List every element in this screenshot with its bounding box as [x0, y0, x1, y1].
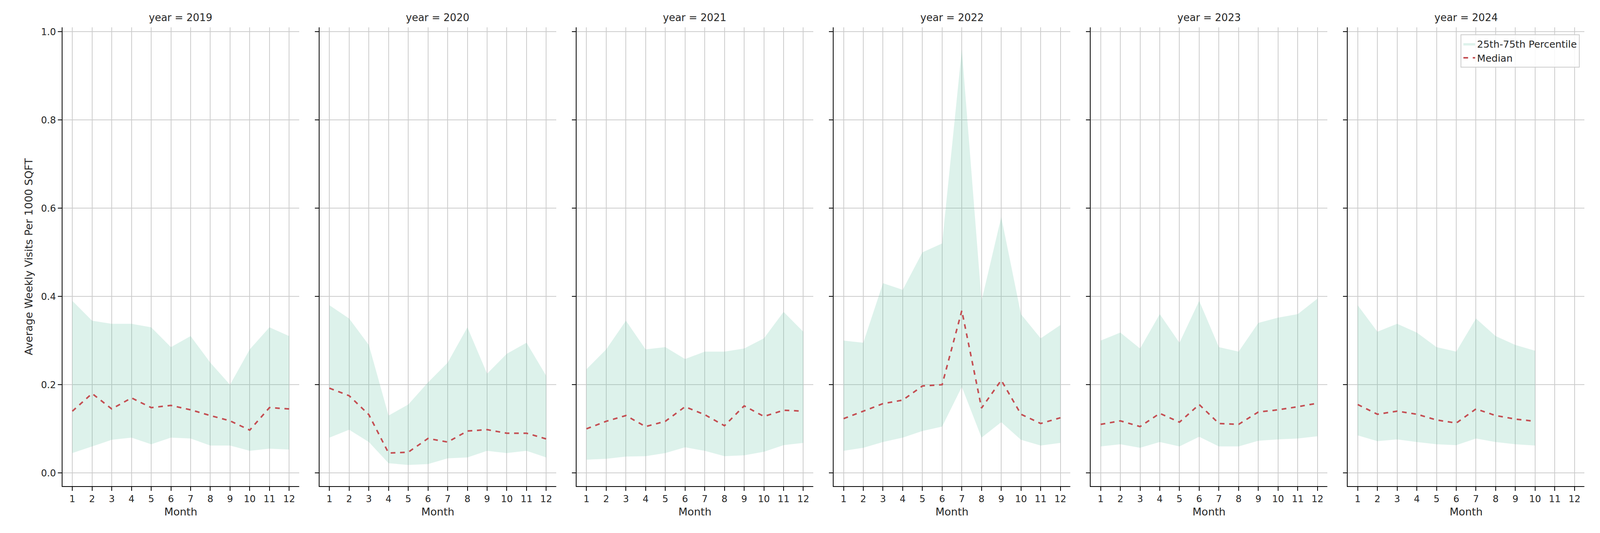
svg-text:year = 2020: year = 2020: [405, 11, 470, 24]
svg-text:9: 9: [998, 493, 1005, 505]
svg-text:9: 9: [1512, 493, 1519, 505]
svg-text:12: 12: [797, 493, 810, 505]
svg-text:0.8: 0.8: [41, 114, 56, 126]
svg-text:8: 8: [721, 493, 728, 505]
svg-text:7: 7: [187, 493, 194, 505]
svg-text:3: 3: [1137, 493, 1143, 505]
svg-text:Month: Month: [935, 505, 969, 518]
svg-text:9: 9: [1255, 493, 1262, 505]
svg-text:11: 11: [1291, 493, 1304, 505]
svg-text:7: 7: [1216, 493, 1222, 505]
svg-text:year = 2022: year = 2022: [920, 11, 984, 24]
svg-text:12: 12: [540, 493, 553, 505]
svg-text:Month: Month: [1192, 505, 1226, 518]
svg-text:0.4: 0.4: [41, 291, 56, 303]
svg-text:6: 6: [167, 493, 174, 505]
svg-text:5: 5: [148, 493, 154, 505]
svg-text:year = 2021: year = 2021: [662, 11, 727, 24]
svg-text:Average Weekly Visits Per 1000: Average Weekly Visits Per 1000 SQFT: [22, 158, 35, 356]
svg-text:9: 9: [483, 493, 490, 505]
svg-text:25th-75th Percentile: 25th-75th Percentile: [1476, 38, 1577, 50]
svg-text:10: 10: [1271, 493, 1284, 505]
svg-text:9: 9: [226, 493, 233, 505]
svg-text:3: 3: [1394, 493, 1400, 505]
svg-text:11: 11: [520, 493, 533, 505]
svg-text:1: 1: [1354, 493, 1361, 505]
svg-text:8: 8: [978, 493, 985, 505]
svg-text:4: 4: [385, 493, 392, 505]
svg-text:Month: Month: [164, 505, 198, 518]
svg-text:10: 10: [1529, 493, 1542, 505]
svg-text:3: 3: [623, 493, 629, 505]
svg-text:4: 4: [128, 493, 135, 505]
svg-text:12: 12: [1054, 493, 1067, 505]
svg-text:12: 12: [1311, 493, 1324, 505]
svg-text:Month: Month: [421, 505, 455, 518]
svg-text:4: 4: [1413, 493, 1420, 505]
svg-text:0.0: 0.0: [41, 467, 56, 479]
svg-text:8: 8: [1235, 493, 1242, 505]
svg-text:2: 2: [603, 493, 609, 505]
svg-text:7: 7: [1473, 493, 1479, 505]
svg-text:10: 10: [1014, 493, 1027, 505]
svg-text:year = 2024: year = 2024: [1434, 11, 1499, 24]
svg-text:9: 9: [741, 493, 747, 505]
svg-text:6: 6: [682, 493, 688, 505]
svg-text:2: 2: [346, 493, 352, 505]
svg-text:year = 2023: year = 2023: [1177, 11, 1242, 24]
svg-text:0.6: 0.6: [41, 203, 56, 215]
svg-text:2: 2: [860, 493, 867, 505]
svg-text:11: 11: [1548, 493, 1561, 505]
svg-text:1: 1: [1097, 493, 1104, 505]
svg-text:6: 6: [1453, 493, 1459, 505]
svg-text:3: 3: [880, 493, 886, 505]
svg-text:year = 2019: year = 2019: [148, 11, 213, 24]
svg-text:1: 1: [69, 493, 76, 505]
svg-text:5: 5: [662, 493, 669, 505]
svg-text:11: 11: [1034, 493, 1047, 505]
svg-text:4: 4: [1156, 493, 1163, 505]
svg-text:7: 7: [958, 493, 965, 505]
svg-text:0.2: 0.2: [41, 379, 56, 391]
svg-text:1: 1: [326, 493, 333, 505]
svg-text:1.0: 1.0: [41, 26, 56, 38]
svg-text:7: 7: [444, 493, 451, 505]
svg-text:3: 3: [366, 493, 372, 505]
svg-text:3: 3: [108, 493, 115, 505]
svg-text:8: 8: [464, 493, 471, 505]
svg-text:5: 5: [919, 493, 926, 505]
svg-text:12: 12: [283, 493, 296, 505]
svg-text:12: 12: [1568, 493, 1581, 505]
svg-text:1: 1: [583, 493, 590, 505]
svg-text:Month: Month: [1449, 505, 1483, 518]
svg-text:11: 11: [777, 493, 790, 505]
svg-text:6: 6: [939, 493, 945, 505]
svg-text:8: 8: [1492, 493, 1499, 505]
svg-text:11: 11: [263, 493, 276, 505]
svg-text:6: 6: [425, 493, 431, 505]
svg-text:2: 2: [89, 493, 95, 505]
svg-text:10: 10: [500, 493, 513, 505]
svg-text:7: 7: [701, 493, 708, 505]
svg-text:5: 5: [1176, 493, 1183, 505]
svg-text:8: 8: [207, 493, 214, 505]
svg-text:5: 5: [405, 493, 412, 505]
svg-text:Median: Median: [1476, 52, 1513, 65]
svg-text:Month: Month: [678, 505, 712, 518]
svg-text:10: 10: [243, 493, 256, 505]
svg-text:2: 2: [1117, 493, 1124, 505]
svg-text:10: 10: [757, 493, 770, 505]
svg-text:1: 1: [840, 493, 847, 505]
svg-text:6: 6: [1196, 493, 1202, 505]
svg-text:5: 5: [1433, 493, 1440, 505]
svg-text:2: 2: [1374, 493, 1381, 505]
svg-text:4: 4: [899, 493, 906, 505]
svg-text:4: 4: [642, 493, 649, 505]
